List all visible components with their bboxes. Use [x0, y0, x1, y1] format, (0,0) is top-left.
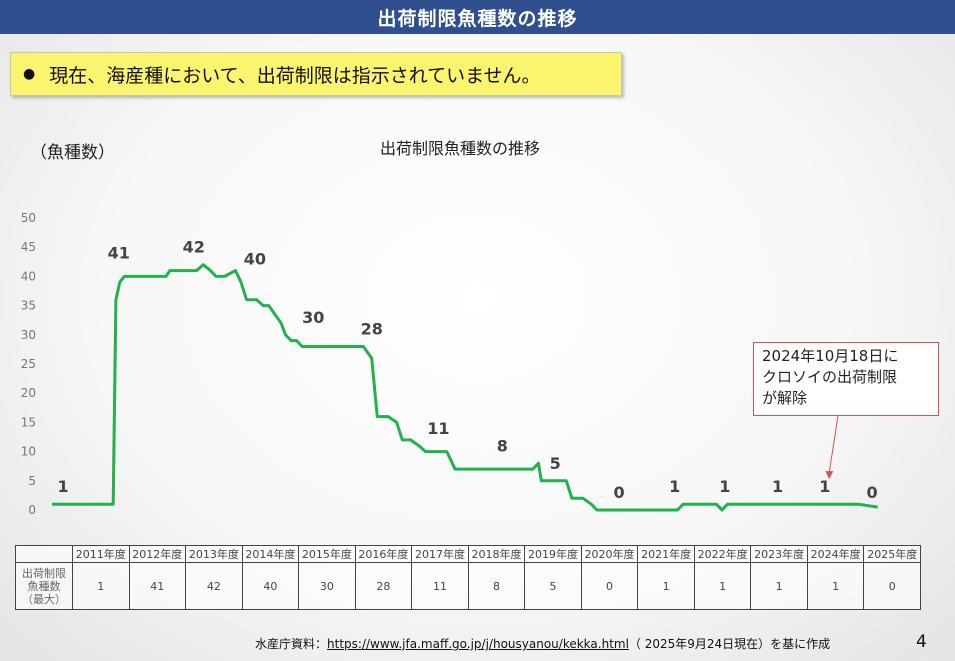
- bullet-icon: ●: [23, 66, 36, 82]
- source-footer: 水産庁資料：https://www.jfa.maff.go.jp/j/housy…: [255, 635, 830, 652]
- table-header-cell: 2025年度: [863, 545, 921, 563]
- table-cell: 42: [185, 562, 243, 610]
- data-label: 1: [719, 477, 730, 496]
- table-cell: 1: [750, 562, 808, 610]
- table-cell: 1: [637, 562, 695, 610]
- table-cell: 8: [467, 562, 526, 610]
- series-line: [52, 263, 878, 512]
- table-header-cell: 2019年度: [524, 545, 582, 563]
- table-cell: 11: [411, 562, 469, 610]
- table-header-cell: 2021年度: [637, 545, 695, 563]
- footer-suffix: （ 2025年9月24日現在）を基に作成: [628, 637, 831, 651]
- page-header: 出荷制限魚種数の推移: [0, 0, 955, 34]
- table-header-cell: 2012年度: [128, 545, 187, 563]
- y-tick-label: 0: [28, 503, 36, 517]
- page-title: 出荷制限魚種数の推移: [377, 7, 578, 30]
- table-cell: 1: [72, 562, 130, 610]
- data-label: 0: [614, 483, 625, 502]
- data-label: 30: [302, 308, 324, 327]
- y-tick-label: 40: [21, 269, 36, 283]
- notice-box: ● 現在、海産種において、出荷制限は指示されていません。: [10, 52, 622, 96]
- data-label: 1: [772, 477, 783, 496]
- table-cell: 1: [693, 562, 752, 610]
- row-label-line: 魚種数: [27, 579, 61, 593]
- data-label: 0: [867, 483, 878, 502]
- data-label: 5: [550, 454, 561, 473]
- table-row-label: 出荷制限 魚種数 （最大）: [15, 562, 73, 610]
- table-header-cell: 2023年度: [750, 545, 808, 563]
- y-axis-unit-label: （魚種数）: [30, 143, 115, 163]
- data-label: 41: [108, 244, 130, 263]
- table-header-cell: 2024年度: [806, 545, 865, 563]
- table-header-cell: 2015年度: [298, 545, 356, 563]
- data-table: 2011年度 2012年度 2013年度 2014年度 2015年度 2016年度 2017…: [15, 545, 921, 610]
- annotation-line: 2024年10月18日に: [762, 347, 899, 365]
- data-label: 11: [427, 419, 449, 438]
- y-tick-label: 10: [21, 445, 36, 459]
- footer-prefix: 水産庁資料：: [255, 637, 328, 651]
- table-cell: 5: [524, 562, 582, 610]
- y-tick-label: 20: [21, 386, 36, 400]
- table-cell: 28: [354, 562, 413, 610]
- annotation-line: が解除: [762, 389, 808, 407]
- table-header-cell: 2017年度: [411, 545, 469, 563]
- table-header-cell: 2016年度: [354, 545, 413, 563]
- table-cell: 41: [128, 562, 187, 610]
- y-tick-label: 35: [21, 299, 36, 313]
- table-cell: 40: [241, 562, 300, 610]
- table-corner-cell: [15, 545, 73, 563]
- row-label-line: 出荷制限: [22, 566, 66, 580]
- y-tick-label: 50: [21, 211, 36, 225]
- chart-title: 出荷制限魚種数の推移: [380, 139, 541, 158]
- source-link[interactable]: https://www.jfa.maff.go.jp/j/housyanou/k…: [327, 637, 629, 651]
- notice-text: 現在、海産種において、出荷制限は指示されていません。: [49, 64, 541, 87]
- row-label-line: （最大）: [22, 592, 66, 606]
- data-label: 1: [819, 477, 830, 496]
- page-number: 4: [916, 632, 927, 652]
- data-label: 8: [497, 436, 508, 455]
- y-tick-label: 5: [28, 474, 36, 488]
- table-header-cell: 2014年度: [241, 545, 300, 563]
- table-header-cell: 2018年度: [467, 545, 526, 563]
- table-header-cell: 2020年度: [580, 545, 639, 563]
- table-header-cell: 2013年度: [185, 545, 243, 563]
- y-tick-label: 15: [21, 415, 36, 429]
- table-cell: 1: [806, 562, 865, 610]
- data-label: 1: [58, 477, 69, 496]
- table-header-row: 2011年度 2012年度 2013年度 2014年度 2015年度 2016年度 2017…: [15, 545, 921, 563]
- annotation-line: クロソイの出荷制限: [762, 368, 898, 386]
- data-label: 28: [361, 319, 383, 338]
- table-header-cell: 2022年度: [693, 545, 752, 563]
- data-label: 42: [183, 238, 205, 257]
- y-tick-label: 30: [21, 328, 36, 342]
- y-tick-label: 45: [21, 240, 36, 254]
- y-tick-label: 25: [21, 357, 36, 371]
- table-cell: 0: [580, 562, 639, 610]
- annotation-callout: 2024年10月18日に クロソイの出荷制限 が解除: [753, 342, 939, 416]
- table-cell: 30: [298, 562, 356, 610]
- data-label: 1: [669, 477, 680, 496]
- annotation-arrow-line: [828, 415, 839, 473]
- table-cell: 0: [863, 562, 921, 610]
- table-row: 出荷制限 魚種数 （最大） 1 41 42 40 30 28 11 8 5 0 1 1 1 1 0: [15, 562, 921, 610]
- table-header-cell: 2011年度: [72, 545, 130, 563]
- data-label: 40: [244, 249, 266, 268]
- annotation-arrowhead-icon: [825, 471, 834, 480]
